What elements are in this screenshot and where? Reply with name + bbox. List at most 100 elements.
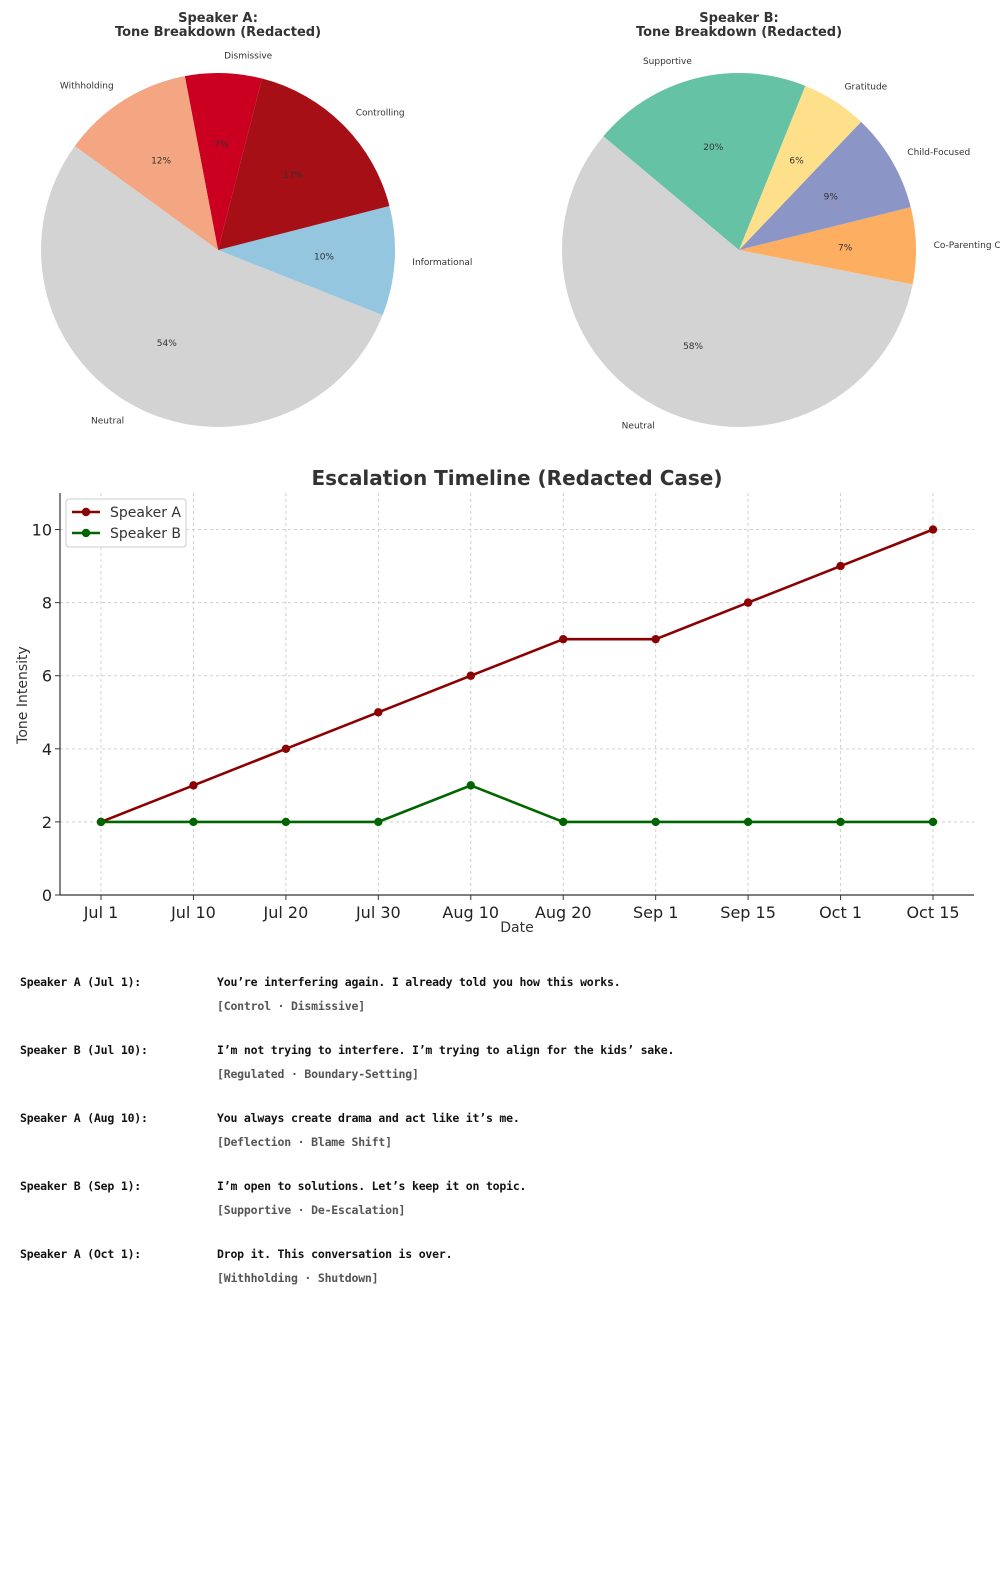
- pie-b-slice-neutral: [562, 136, 913, 428]
- dialogue-entry: Speaker A (Jul 1): You’re interfering ag…: [0, 965, 1000, 1033]
- series-lines: [96, 525, 938, 827]
- grid-lines: [60, 493, 974, 895]
- pie-b-slice-supportive: [603, 73, 806, 250]
- dialogue-quote: You’re interfering again. I already told…: [217, 975, 621, 989]
- data-point-speaker-a-oct-15: [928, 525, 938, 534]
- x-tick-label-aug-10: Aug 10: [442, 903, 499, 922]
- dialogue-tags: [Deflection · Blame Shift]: [217, 1135, 392, 1149]
- pie-b-pct-label-co-parenting-coordination: 7%: [838, 243, 853, 253]
- data-point-speaker-b-jul-1: [96, 817, 106, 827]
- data-point-speaker-b-aug-10: [466, 781, 475, 790]
- x-tick-label-oct-15: Oct 15: [906, 903, 959, 922]
- pie-b-slice-label-child-focused: Child-Focused: [907, 148, 970, 158]
- pie-a-slice-informational: [218, 205, 396, 316]
- x-tick-label-jul-20: Jul 20: [263, 903, 309, 922]
- pie-a-pct-label-neutral: 54%: [157, 339, 177, 349]
- dialogue-speaker: Speaker A (Aug 10):: [20, 1111, 148, 1125]
- dialogue-tags: [Withholding · Shutdown]: [217, 1271, 379, 1285]
- dialogue-quote: I’m not trying to interfere. I’m trying …: [217, 1043, 675, 1057]
- x-tick-label-jul-30: Jul 30: [355, 903, 401, 922]
- pie-a-slice-neutral: [41, 145, 383, 427]
- pie-a-pct-label-controlling: 17%: [283, 171, 303, 181]
- dialogue-speaker: Speaker A (Jul 1):: [20, 975, 142, 989]
- y-tick-label-4: 4: [42, 740, 52, 759]
- data-point-speaker-a-jul-10: [189, 781, 198, 790]
- x-tick-label-sep-15: Sep 15: [720, 903, 776, 922]
- data-point-speaker-a-oct-1: [836, 561, 845, 571]
- data-point-speaker-b-sep-1: [651, 817, 660, 827]
- legend: Speaker A Speaker B: [65, 498, 187, 548]
- x-axis-label: Date: [500, 920, 533, 936]
- y-tick-label-8: 8: [42, 594, 52, 613]
- pie-b-slices: [562, 73, 916, 428]
- dialogue-tags: [Regulated · Boundary-Setting]: [217, 1067, 419, 1081]
- dialogue-quote: I’m open to solutions. Let’s keep it on …: [217, 1179, 527, 1193]
- pie-a-slice-label-neutral: Neutral: [91, 417, 124, 427]
- dialogue-list: Speaker A (Jul 1): You’re interfering ag…: [0, 965, 1000, 1305]
- pie-a-slice-label-dismissive: Dismissive: [224, 51, 273, 61]
- line-chart-title: Escalation Timeline (Redacted Case): [312, 466, 723, 490]
- dialogue-entry: Speaker A (Oct 1): Drop it. This convers…: [0, 1237, 1000, 1305]
- dialogue-tags: [Supportive · De-Escalation]: [217, 1203, 406, 1217]
- dialogue-entry: Speaker B (Sep 1): I’m open to solutions…: [0, 1169, 1000, 1237]
- y-tick-label-6: 6: [42, 667, 52, 686]
- dialogue-quote: You always create drama and act like it’…: [217, 1111, 520, 1125]
- pie-a-subtitle: Tone Breakdown (Redacted): [115, 25, 321, 40]
- x-tick-label-jul-10: Jul 10: [170, 903, 216, 922]
- x-tick-label-sep-1: Sep 1: [633, 903, 678, 922]
- x-tick-label-oct-1: Oct 1: [819, 903, 862, 922]
- data-point-speaker-a-sep-1: [651, 634, 660, 644]
- dialogue-speaker: Speaker A (Oct 1):: [20, 1247, 142, 1261]
- y-tick-label-10: 10: [32, 521, 52, 540]
- data-point-speaker-b-aug-20: [559, 817, 568, 827]
- data-point-speaker-b-jul-30: [374, 817, 383, 827]
- pie-b-slice-gratitude: [739, 85, 862, 250]
- pie-a-pct-label-withholding: 12%: [151, 156, 171, 166]
- data-point-speaker-b-sep-15: [743, 817, 753, 827]
- pie-a-pct-label-dismissive: 7%: [214, 140, 229, 150]
- pie-charts: Speaker A: Tone Breakdown (Redacted) 54%…: [41, 11, 1000, 432]
- legend-marker-speaker-b: [81, 528, 91, 538]
- pie-a-slice-label-informational: Informational: [412, 258, 472, 268]
- data-point-speaker-a-jul-30: [374, 708, 383, 717]
- pie-a-title: Speaker A:: [178, 11, 258, 26]
- legend-label-speaker-b: Speaker B: [110, 526, 181, 542]
- pie-chart-speaker-b: Speaker B: Tone Breakdown (Redacted) 58%…: [562, 11, 1000, 432]
- data-point-speaker-a-aug-10: [466, 671, 475, 680]
- pie-a-slice-label-controlling: Controlling: [356, 108, 405, 118]
- pie-b-slice-label-co-parenting-coordination: Co-Parenting Coordination: [934, 241, 1000, 251]
- pie-b-slice-co-parenting-coordination: [739, 207, 916, 285]
- dialogue-speaker: Speaker B (Sep 1):: [20, 1179, 142, 1193]
- y-tick-label-0: 0: [42, 886, 52, 905]
- data-point-speaker-a-aug-20: [559, 634, 568, 644]
- pie-a-slices: [41, 73, 396, 427]
- pie-b-slice-label-neutral: Neutral: [622, 422, 655, 432]
- dialogue-quote: Drop it. This conversation is over.: [217, 1247, 453, 1261]
- pie-a-labels: 54% Neutral 10% Informational 17% Controlling…: [60, 51, 473, 426]
- pie-b-labels: 58% Neutral 7% Co-Parenting Coordination 9% C…: [622, 57, 1000, 432]
- data-point-speaker-b-oct-15: [928, 817, 938, 827]
- pie-a-slice-withholding: [74, 76, 218, 250]
- series-line-speaker-b: [101, 784, 933, 824]
- dialogue-tags: [Control · Dismissive]: [217, 999, 365, 1013]
- pie-a-slice-label-withholding: Withholding: [60, 82, 114, 92]
- pie-b-pct-label-supportive: 20%: [703, 143, 723, 153]
- pie-b-pct-label-neutral: 58%: [683, 342, 703, 352]
- y-axis-label: Tone Intensity: [15, 646, 31, 745]
- data-point-speaker-a-jul-20: [281, 744, 291, 754]
- pie-b-pct-label-child-focused: 9%: [824, 193, 839, 203]
- axes: 0 2 4 6 8 10 Jul 1 Jul 10 Jul 20 Jul 30 Aug 10 Aug …: [32, 493, 974, 922]
- pie-b-pct-label-gratitude: 6%: [789, 157, 804, 167]
- pie-b-subtitle: Tone Breakdown (Redacted): [636, 25, 842, 40]
- legend-marker-speaker-a: [81, 507, 91, 517]
- pie-a-slice-controlling: [218, 78, 390, 250]
- pie-b-slice-label-supportive: Supportive: [643, 57, 692, 67]
- x-tick-label-jul-1: Jul 1: [83, 903, 119, 922]
- dialogue-entry: Speaker B (Jul 10): I’m not trying to in…: [0, 1033, 1000, 1101]
- pie-b-title: Speaker B:: [699, 11, 778, 26]
- y-tick-label-2: 2: [42, 813, 52, 832]
- escalation-line-chart: Escalation Timeline (Redacted Case) 0 2 4 6…: [15, 466, 974, 936]
- pie-b-slice-label-gratitude: Gratitude: [845, 82, 888, 92]
- dialogue-entry: Speaker A (Aug 10): You always create dr…: [0, 1101, 1000, 1169]
- series-line-speaker-a: [100, 528, 934, 824]
